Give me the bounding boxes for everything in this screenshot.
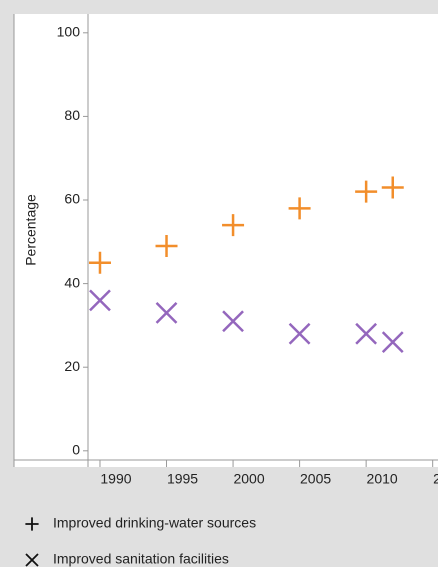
y-tick-label: 80 [64, 107, 80, 123]
plot-background [14, 14, 438, 467]
y-axis-label: Percentage [23, 194, 39, 266]
point [381, 331, 404, 354]
x-tick-label: 2010 [367, 471, 398, 487]
x-tick-label: 1995 [167, 471, 198, 487]
y-tick-label: 40 [64, 274, 80, 290]
point [288, 322, 311, 345]
legend-marker [25, 553, 39, 567]
y-tick-label: 60 [64, 191, 80, 207]
x-tick-label: 1990 [100, 471, 131, 487]
legend-label: Improved drinking-water sources [53, 515, 256, 531]
x-tick-label: 2005 [300, 471, 331, 487]
point [288, 197, 311, 220]
legend-label: Improved sanitation facilities [53, 551, 229, 567]
y-tick-label: 20 [64, 358, 80, 374]
point [222, 214, 245, 237]
y-tick-label: 100 [57, 24, 81, 40]
point [155, 234, 178, 257]
point [381, 176, 404, 199]
point [355, 322, 378, 345]
point [155, 301, 178, 324]
point [222, 310, 244, 333]
x-tick-label: 2000 [233, 471, 264, 487]
point [88, 251, 111, 274]
point [89, 289, 111, 312]
y-tick-label: 0 [72, 442, 80, 458]
point [355, 180, 378, 203]
legend-marker [25, 517, 39, 531]
x-tick-label: 2015 [433, 471, 438, 487]
